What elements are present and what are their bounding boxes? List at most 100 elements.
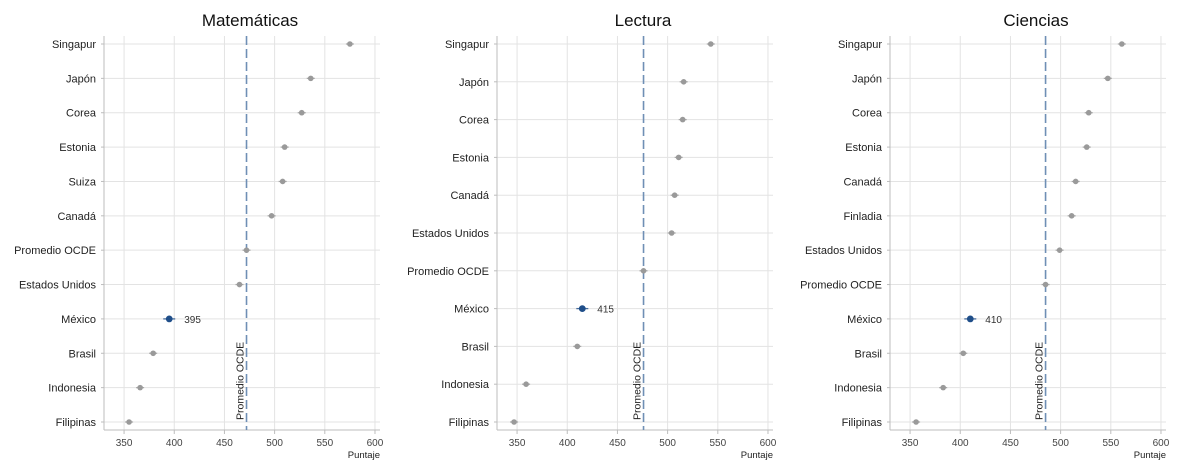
- category-label: Estonia: [452, 152, 490, 164]
- oecd-average-line-label: Promedio OCDE: [632, 342, 644, 420]
- category-label: Estonia: [845, 142, 883, 154]
- data-point: [574, 343, 581, 350]
- data-point: [675, 154, 682, 161]
- highlight-value-label: 395: [184, 315, 201, 326]
- category-label: Brasil: [461, 341, 489, 353]
- highlight-value-label: 415: [597, 305, 614, 316]
- data-point: [236, 281, 243, 288]
- x-tick-label: 350: [116, 438, 133, 449]
- data-point: [279, 178, 286, 185]
- data-point: [640, 268, 647, 274]
- category-label: Estados Unidos: [412, 228, 490, 240]
- chart-panel-1: Matemáticas 350 400 450 500 550 600 Singapur Jap…: [14, 11, 384, 461]
- x-tick-label: 550: [709, 438, 726, 449]
- category-label: Brasil: [68, 348, 96, 360]
- category-label: Singapur: [445, 39, 489, 51]
- highlight-point: [165, 315, 173, 323]
- category-label: Filipinas: [842, 417, 883, 429]
- x-axis-label: Puntaje: [1134, 450, 1166, 461]
- category-label: Promedio OCDE: [14, 245, 96, 257]
- data-point: [268, 213, 275, 219]
- data-point: [307, 75, 314, 82]
- chart-title: Lectura: [615, 11, 672, 30]
- data-point: [940, 384, 946, 391]
- x-axis-label: Puntaje: [348, 450, 380, 461]
- data-point: [1119, 41, 1125, 47]
- highlight-value-label: 410: [985, 315, 1002, 326]
- category-label: Promedio OCDE: [407, 266, 489, 278]
- data-point: [281, 144, 288, 150]
- data-point: [298, 109, 305, 116]
- chart-title: Matemáticas: [202, 11, 298, 30]
- chart-title: Ciencias: [1003, 11, 1068, 30]
- category-label: México: [847, 314, 882, 326]
- category-label: Estados Unidos: [805, 245, 883, 257]
- category-label: Promedio OCDE: [800, 280, 882, 292]
- data-point: [1083, 144, 1090, 150]
- category-label: Corea: [459, 115, 490, 127]
- data-point: [1042, 281, 1049, 288]
- x-tick-label: 500: [266, 438, 283, 449]
- x-tick-label: 550: [316, 438, 333, 449]
- data-point: [1085, 109, 1092, 116]
- x-tick-label: 600: [760, 438, 777, 449]
- category-label: México: [61, 314, 96, 326]
- category-label: Indonesia: [834, 383, 883, 395]
- x-axis-label: Puntaje: [741, 450, 773, 461]
- data-point: [523, 381, 529, 388]
- category-label: Singapur: [838, 39, 882, 51]
- category-label: México: [454, 304, 489, 316]
- data-point: [680, 79, 687, 85]
- data-point: [960, 350, 967, 357]
- x-tick-label: 450: [1002, 438, 1019, 449]
- category-label: Canadá: [843, 176, 882, 188]
- category-label: Canadá: [57, 211, 96, 223]
- data-point: [347, 41, 353, 47]
- category-label: Brasil: [854, 348, 882, 360]
- chart-panel-2: Lectura 350 400 450 500 550 600 Singapur Japón Co…: [407, 11, 777, 461]
- highlight-point: [966, 315, 974, 323]
- category-label: Corea: [66, 108, 97, 120]
- data-point: [150, 350, 156, 357]
- category-label: Finladia: [843, 211, 882, 223]
- category-label: Corea: [852, 108, 883, 120]
- x-tick-label: 600: [367, 438, 384, 449]
- category-label: Japón: [459, 77, 489, 89]
- highlight-point: [578, 305, 586, 312]
- x-tick-label: 550: [1102, 438, 1119, 449]
- oecd-average-line-label: Promedio OCDE: [1034, 342, 1046, 420]
- data-point: [668, 230, 675, 236]
- data-point: [243, 247, 250, 253]
- category-label: Estonia: [59, 142, 97, 154]
- category-label: Indonesia: [441, 379, 490, 391]
- category-label: Filipinas: [449, 417, 490, 429]
- category-label: Indonesia: [48, 383, 97, 395]
- category-label: Japón: [66, 73, 96, 85]
- data-point: [671, 192, 678, 198]
- category-label: Estados Unidos: [19, 280, 97, 292]
- category-label: Singapur: [52, 39, 96, 51]
- x-tick-label: 400: [952, 438, 969, 449]
- data-point: [137, 384, 143, 391]
- x-tick-label: 500: [1052, 438, 1069, 449]
- category-label: Canadá: [450, 190, 489, 202]
- data-point: [1072, 178, 1079, 185]
- data-point: [1104, 75, 1111, 82]
- data-point: [511, 419, 517, 425]
- x-tick-label: 400: [559, 438, 576, 449]
- category-label: Japón: [852, 73, 882, 85]
- x-tick-label: 600: [1153, 438, 1170, 449]
- x-tick-label: 500: [659, 438, 676, 449]
- data-point: [1068, 213, 1075, 219]
- x-tick-label: 400: [166, 438, 183, 449]
- chart-panel-3: Ciencias 350 400 450 500 550 600 Singapur Japón C…: [800, 11, 1170, 461]
- category-label: Filipinas: [56, 417, 97, 429]
- x-tick-label: 450: [216, 438, 233, 449]
- x-tick-label: 350: [509, 438, 526, 449]
- data-point: [1056, 247, 1063, 253]
- x-tick-label: 450: [609, 438, 626, 449]
- oecd-average-line-label: Promedio OCDE: [235, 342, 247, 420]
- data-point: [913, 419, 919, 425]
